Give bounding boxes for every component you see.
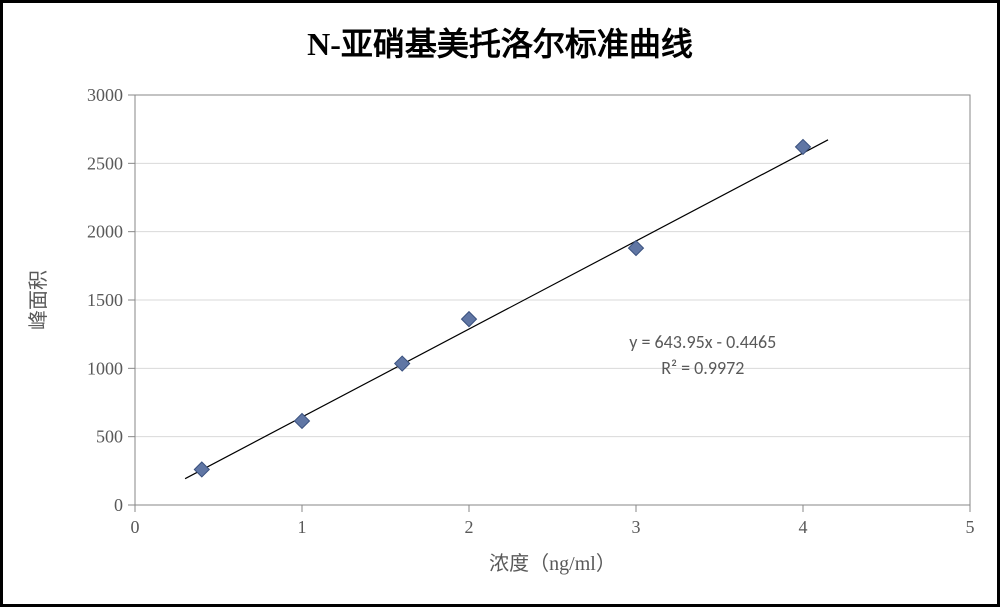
y-tick-label: 3000 — [87, 85, 123, 105]
data-point — [462, 312, 477, 327]
y-tick-label: 2500 — [87, 153, 123, 173]
standard-curve-chart: N-亚硝基美托洛尔标准曲线 0 1 2 3 4 5 0 500 1000 1500 2000 2500 3… — [0, 0, 1000, 607]
trendline-r2: R² = 0.9972 — [661, 357, 744, 379]
x-axis-label: 浓度（ng/ml） — [489, 552, 616, 575]
data-point — [295, 413, 310, 428]
trendline-equation: y = 643.95x - 0.4465 — [629, 331, 776, 353]
x-tick-label: 2 — [465, 517, 474, 537]
y-tick-label: 500 — [96, 427, 123, 447]
x-tick-label: 5 — [966, 517, 975, 537]
trendline — [185, 140, 828, 479]
y-tick-label: 1000 — [87, 358, 123, 378]
x-tick-label: 3 — [632, 517, 641, 537]
y-tick-label: 0 — [114, 495, 123, 515]
y-tick-label: 1500 — [87, 290, 123, 310]
y-tick-label: 2000 — [87, 222, 123, 242]
x-tick-label: 0 — [131, 517, 140, 537]
data-point — [629, 241, 644, 256]
data-point — [194, 462, 209, 477]
x-tick-label: 4 — [799, 517, 808, 537]
data-point — [796, 139, 811, 154]
outer-border — [2, 2, 999, 606]
y-axis-label: 峰面积 — [27, 270, 50, 330]
chart-title: N-亚硝基美托洛尔标准曲线 — [307, 26, 693, 62]
x-tick-label: 1 — [298, 517, 307, 537]
